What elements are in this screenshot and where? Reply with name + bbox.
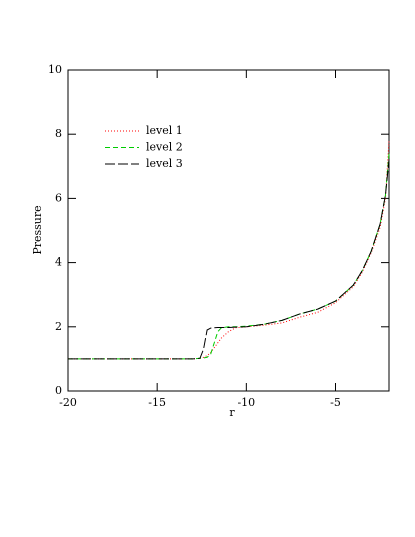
line-series bbox=[68, 159, 390, 360]
line-series bbox=[68, 140, 390, 360]
y-tick-label: 0 bbox=[55, 384, 62, 397]
y-tick-label: 2 bbox=[55, 320, 62, 333]
x-tick-label: -5 bbox=[330, 396, 341, 409]
legend-label: level 1 bbox=[146, 124, 183, 137]
line-series bbox=[68, 153, 390, 360]
x-axis-label: r bbox=[229, 406, 235, 419]
y-axis-label: Pressure bbox=[31, 205, 44, 254]
x-tick-label: -10 bbox=[237, 396, 255, 409]
y-tick-label: 8 bbox=[55, 127, 62, 140]
plot-frame bbox=[67, 69, 390, 392]
x-tick-label: -20 bbox=[59, 396, 77, 409]
x-tick-label: -15 bbox=[148, 396, 166, 409]
y-tick-label: 4 bbox=[55, 256, 62, 269]
y-tick-label: 10 bbox=[48, 63, 62, 76]
y-tick-label: 6 bbox=[55, 191, 62, 204]
legend-label: level 3 bbox=[146, 157, 183, 170]
legend-label: level 2 bbox=[146, 141, 183, 154]
